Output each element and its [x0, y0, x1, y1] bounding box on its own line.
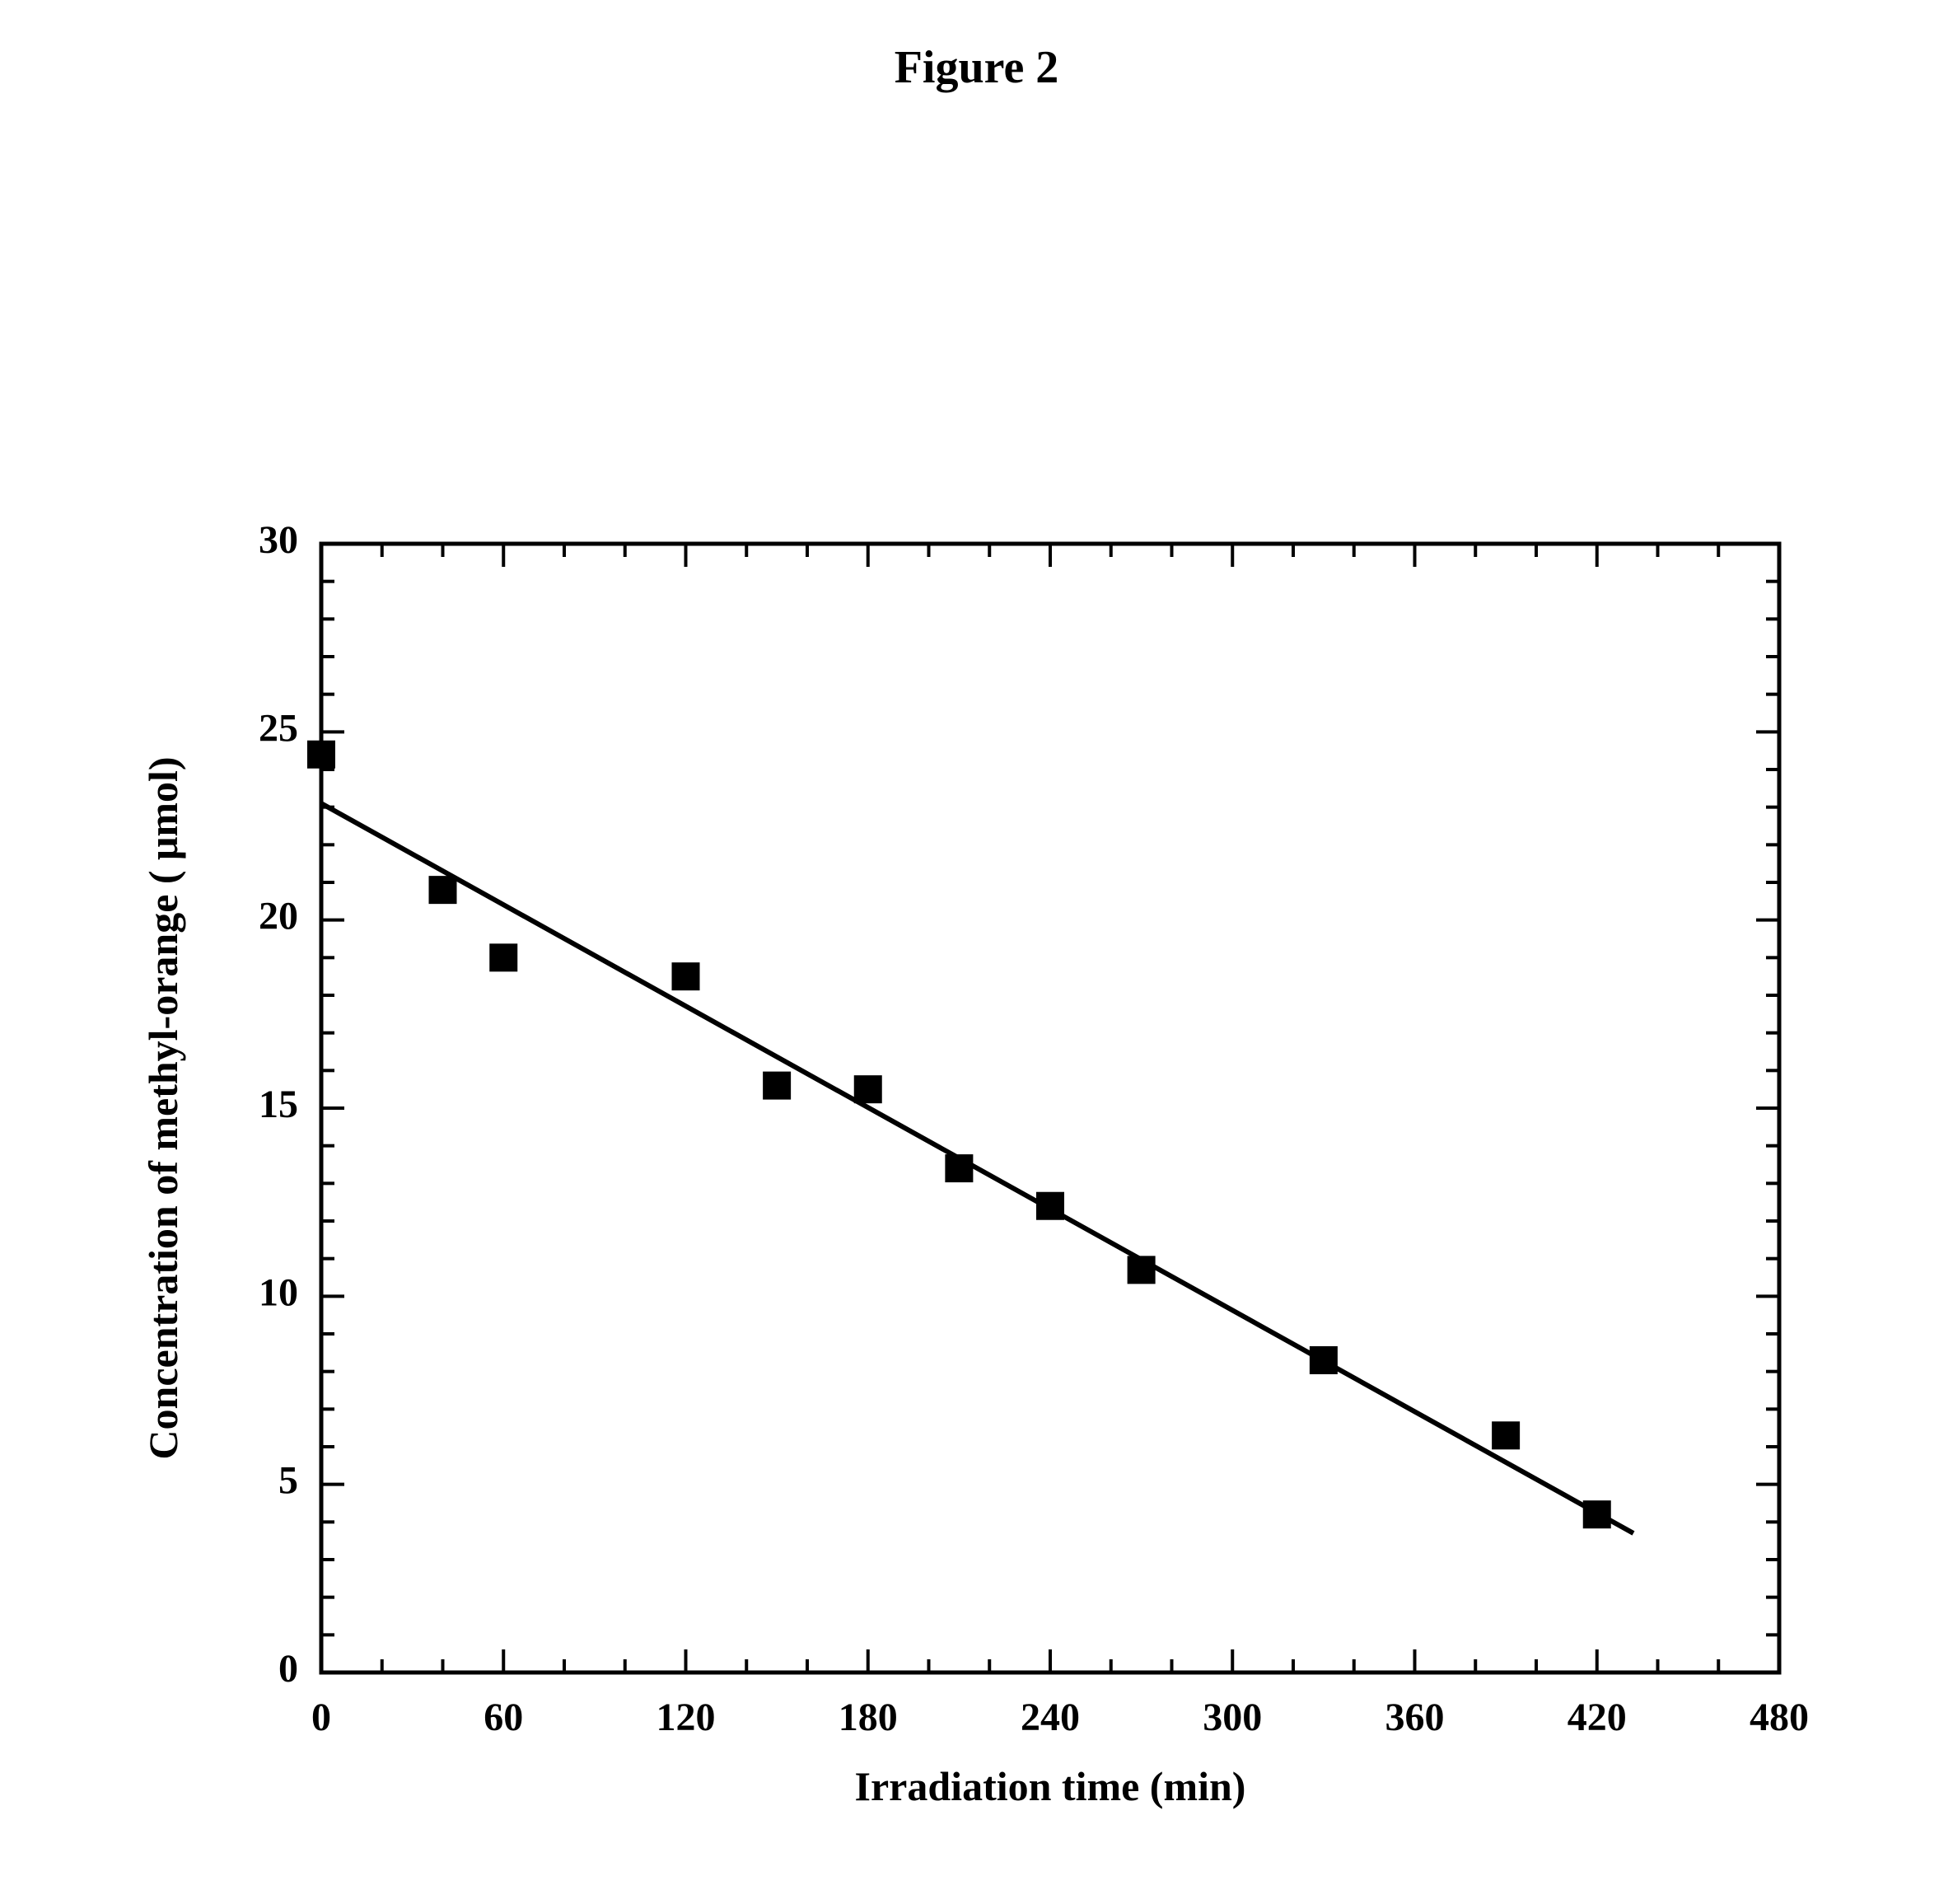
data-point [489, 943, 517, 971]
y-tick-label: 5 [278, 1459, 298, 1503]
y-tick-label: 15 [259, 1083, 298, 1126]
x-tick-label: 420 [1568, 1696, 1627, 1739]
x-tick-label: 0 [311, 1696, 331, 1739]
scatter-chart: 0 60 120 180 240 300 360 420 480 0 5 10 15 20 25 30 Irra… [107, 511, 1853, 1829]
y-tick-label: 20 [259, 895, 298, 938]
x-tick-label: 120 [656, 1696, 716, 1739]
data-point [1128, 1256, 1156, 1284]
data-point [672, 962, 700, 990]
data-point [945, 1154, 973, 1182]
figure-title: Figure 2 [0, 41, 1953, 94]
figure-container: Figure 2 0 60 120 180 240 300 360 420 480 0 5 10 15 2… [0, 0, 1953, 1904]
y-tick-label: 25 [259, 706, 298, 750]
y-tick-label: 0 [278, 1647, 298, 1691]
data-point [1492, 1421, 1520, 1449]
data-point [307, 741, 335, 769]
y-axis-title: Concentration of methyl-orange ( μmol) [140, 756, 186, 1459]
x-tick-label: 180 [839, 1696, 898, 1739]
y-tick-label: 10 [259, 1270, 298, 1314]
x-tick-label: 60 [484, 1696, 523, 1739]
x-tick-label: 360 [1385, 1696, 1445, 1739]
data-point [1310, 1346, 1338, 1374]
x-axis-title: Irradiation time (min) [855, 1763, 1246, 1809]
x-tick-label: 300 [1203, 1696, 1262, 1739]
x-tick-label: 240 [1021, 1696, 1080, 1739]
data-point [1583, 1500, 1611, 1528]
data-point [763, 1072, 791, 1100]
plot-border [321, 544, 1779, 1672]
data-point [1036, 1192, 1064, 1220]
y-tick-label: 30 [259, 518, 298, 562]
x-tick-label: 480 [1750, 1696, 1809, 1739]
data-point [429, 876, 457, 904]
regression-line [321, 803, 1633, 1533]
data-point [854, 1075, 882, 1103]
